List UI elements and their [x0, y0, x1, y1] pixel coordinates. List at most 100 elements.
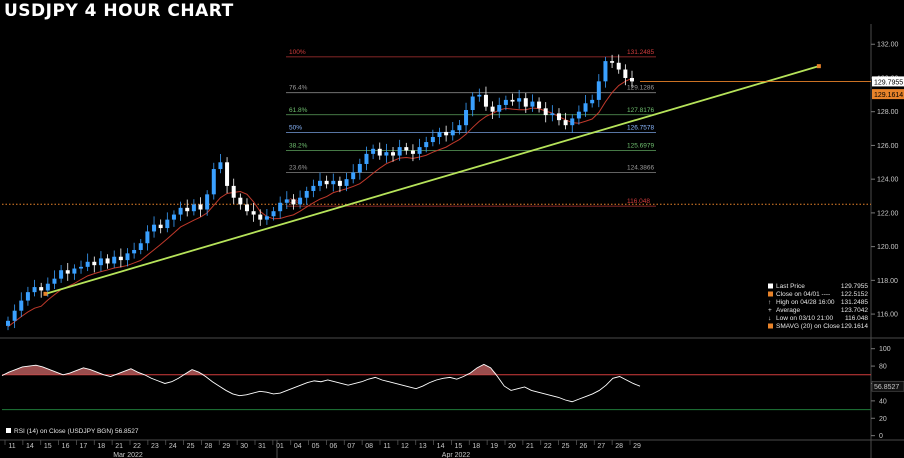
candle-body — [32, 287, 37, 293]
legend-value: 122.5152 — [841, 291, 868, 298]
day-tick-label: 24 — [169, 443, 177, 450]
candle-body — [510, 99, 515, 102]
candle-body — [331, 180, 336, 185]
candle-body — [437, 131, 442, 137]
candle-body — [623, 69, 628, 78]
day-tick-label: 28 — [615, 443, 623, 450]
candle-body — [85, 261, 90, 267]
candle-body — [98, 258, 103, 266]
candle-body — [231, 185, 236, 198]
fib-value-label: 126.7578 — [627, 125, 654, 132]
candle-body — [351, 172, 356, 180]
day-tick-label: 06 — [330, 443, 338, 450]
legend-label: Last Price — [776, 283, 805, 290]
candle-body — [311, 185, 316, 191]
day-tick-label: 11 — [8, 443, 15, 450]
candle-body — [118, 256, 123, 261]
sma-tag-label: 129.1614 — [874, 92, 903, 99]
trendline[interactable] — [43, 64, 821, 296]
fib-percent-label: 38.2% — [289, 143, 308, 150]
day-tick-label: 11 — [383, 443, 390, 450]
candle-body — [477, 94, 482, 97]
candle-body — [430, 136, 435, 143]
legend-swatch — [768, 291, 773, 297]
candle-body — [205, 194, 210, 210]
day-tick-label: 17 — [80, 443, 88, 450]
day-tick-label: 25 — [187, 443, 195, 450]
day-tick-label: 08 — [365, 443, 373, 450]
candle-body — [404, 147, 409, 151]
rsi-legend-swatch — [6, 428, 11, 433]
day-tick-label: 15 — [455, 443, 463, 450]
fib-value-label: 116.048 — [627, 198, 650, 205]
candle-body — [278, 202, 283, 212]
legend-value: 129.1614 — [841, 323, 868, 330]
candle-body — [590, 99, 595, 104]
candle-body — [490, 106, 495, 112]
day-tick-label: 29 — [222, 443, 230, 450]
candle-body — [211, 169, 216, 195]
candle-body — [52, 278, 57, 284]
candle-body — [464, 110, 469, 126]
day-tick-label: 12 — [401, 443, 409, 450]
day-tick-label: 18 — [472, 443, 480, 450]
candle-body — [165, 219, 170, 229]
trendline-anchor-start — [43, 291, 48, 296]
fib-percent-label: 50% — [289, 125, 302, 132]
rsi-legend: RSI (14) on Close (USDJPY BGN) 56.8527 — [6, 428, 139, 435]
day-tick-label: 22 — [544, 443, 552, 450]
candle-body — [152, 224, 157, 232]
day-tick-label: 22 — [133, 443, 141, 450]
candle-body — [271, 211, 276, 217]
month-label: Mar 2022 — [113, 452, 143, 458]
fib-percent-label: 23.6% — [289, 165, 308, 172]
day-tick-label: 31 — [258, 443, 266, 450]
price-tick-label: 128.00 — [877, 109, 899, 116]
candle-body — [603, 61, 608, 82]
candle-body — [324, 180, 329, 185]
candle-body — [158, 224, 163, 229]
candle-body — [19, 300, 24, 311]
candle-body — [457, 125, 462, 131]
price-tick-label: 126.00 — [877, 143, 899, 150]
price-tick-label: 120.00 — [877, 244, 899, 251]
legend-swatch — [768, 283, 773, 289]
candle-body — [364, 153, 369, 164]
candle-body — [251, 211, 256, 215]
candle-body — [537, 101, 542, 109]
day-tick-label: 14 — [26, 443, 34, 450]
last-price-tag-label: 129.7955 — [874, 79, 903, 86]
candle-body — [543, 108, 548, 116]
fib-value-label: 125.6979 — [627, 143, 654, 150]
candle-body — [45, 283, 50, 291]
candle-body — [145, 231, 150, 244]
fib-percent-label: 76.4% — [289, 85, 308, 92]
candle-body — [291, 199, 296, 205]
candle-body — [92, 261, 97, 266]
day-tick-label: 13 — [419, 443, 427, 450]
candle-body — [258, 214, 263, 220]
candle-body — [198, 204, 203, 210]
day-tick-label: 25 — [562, 443, 570, 450]
candle-body — [65, 270, 70, 274]
rsi-tick-label: 0 — [879, 433, 883, 440]
price-tags: 129.7955 129.1614 — [640, 76, 904, 100]
candle-body — [79, 266, 84, 269]
legend-high-marker: ↑ — [768, 299, 771, 306]
day-tick-label: 27 — [597, 443, 605, 450]
fib-value-label: 127.8176 — [627, 107, 654, 114]
candle-body — [238, 197, 243, 205]
trendline-path — [45, 65, 820, 295]
legend-label: High on 04/28 16:00 — [776, 299, 835, 306]
rsi-tick-label: 80 — [879, 364, 887, 371]
rsi-line: 56.8527 — [1, 363, 904, 403]
rsi-panel-frame — [2, 374, 871, 411]
candle-body — [371, 148, 376, 154]
legend-label: Close on 04/01 ---- — [776, 291, 830, 298]
candle-body — [497, 104, 502, 112]
candle-body — [384, 152, 389, 156]
fib-percent-label: 61.8% — [289, 107, 308, 114]
candle-body — [337, 180, 342, 186]
fib-value-label: 131.2485 — [627, 49, 654, 56]
candle-body — [483, 94, 488, 107]
